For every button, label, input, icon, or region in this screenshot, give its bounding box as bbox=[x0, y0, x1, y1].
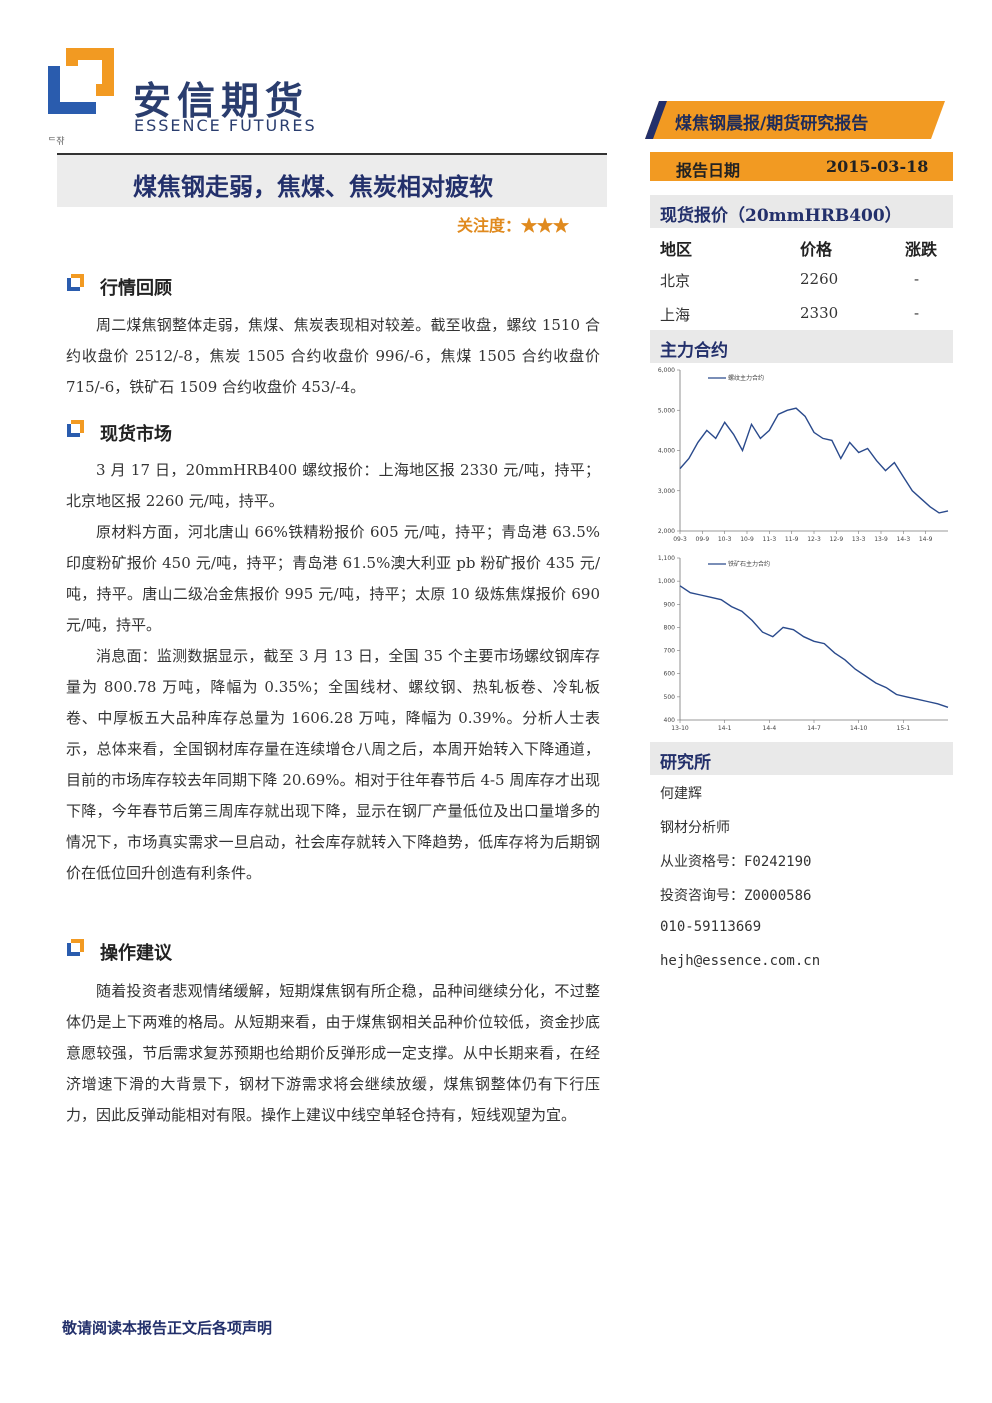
email-link[interactable]: hejh@essence.com.cn bbox=[660, 953, 821, 969]
paragraph: 3 月 17 日，20mmHRB400 螺纹报价：上海地区报 2330 元/吨，… bbox=[66, 461, 600, 510]
x-tick-label: 13-9 bbox=[874, 536, 888, 543]
header-mark: ᄃ쟊 bbox=[48, 137, 65, 147]
table-header-region: 地区 bbox=[660, 240, 693, 259]
y-tick-label: 1,100 bbox=[658, 555, 675, 562]
legend-label: 螺纹主力合约 bbox=[728, 374, 764, 382]
logo-english-name: ESSENCE FUTURES bbox=[134, 116, 317, 135]
x-tick-label: 12-3 bbox=[807, 536, 821, 543]
spot-price-heading-text: 现货报价（20mmHRB400） bbox=[660, 206, 902, 226]
attention-rating: 关注度：★★★ bbox=[457, 212, 569, 236]
section-bullet-icon bbox=[67, 274, 84, 291]
x-tick-label: 10-3 bbox=[718, 536, 732, 543]
logo-chinese-name: 安信期货 bbox=[133, 79, 310, 123]
logo-mark bbox=[48, 48, 114, 114]
table-cell-region: 北京 bbox=[660, 272, 691, 290]
table-cell-price: 2260 bbox=[800, 270, 839, 288]
paragraph: 随着投资者悲观情绪缓解，短期煤焦钢有所企稳，品种间继续分化，不过整体仍是上下两难… bbox=[66, 982, 600, 1124]
legend-label: 铁矿石主力合约 bbox=[728, 560, 770, 568]
y-tick-label: 900 bbox=[664, 601, 676, 608]
section-heading-review: 行情回顾 bbox=[100, 278, 172, 299]
section-heading-spot: 现货市场 bbox=[100, 424, 172, 445]
x-tick-label: 14-7 bbox=[807, 725, 821, 732]
x-tick-label: 14-4 bbox=[763, 725, 777, 732]
section-heading-advice: 操作建议 bbox=[100, 943, 172, 964]
title-box: 煤焦钢走弱，焦煤、焦炭相对疲软 bbox=[57, 153, 607, 207]
x-tick-label: 13-10 bbox=[671, 725, 689, 732]
phone-number: 010-59113669 bbox=[660, 919, 762, 935]
main-contract-heading: 主力合约 bbox=[650, 330, 953, 363]
report-date-bar: 报告日期 2015-03-18 bbox=[650, 152, 953, 181]
y-tick-label: 800 bbox=[664, 624, 676, 631]
attention-label: 关注度： bbox=[457, 216, 522, 235]
x-tick-label: 11-3 bbox=[763, 536, 777, 543]
y-tick-label: 2,000 bbox=[658, 528, 675, 535]
table-cell-change: - bbox=[914, 270, 920, 288]
iron-ore-chart: 400 500 600 700 800 900 1,000 1,100 13-10 14-1 14-… bbox=[658, 555, 949, 732]
table-header-change: 涨跌 bbox=[905, 240, 938, 259]
table-cell-region: 上海 bbox=[660, 306, 691, 324]
attention-stars: ★★★ bbox=[521, 216, 570, 235]
y-tick-label: 5,000 bbox=[658, 407, 675, 414]
y-tick-label: 3,000 bbox=[658, 488, 675, 495]
section-body-advice: 随着投资者悲观情绪缓解，短期煤焦钢有所企稳，品种间继续分化，不过整体仍是上下两难… bbox=[66, 976, 600, 1131]
report-type-banner: 煤焦钢晨报/期货研究报告 bbox=[645, 101, 945, 139]
x-tick-label: 10-9 bbox=[740, 536, 754, 543]
x-tick-label: 14-1 bbox=[718, 725, 732, 732]
y-tick-label: 1,000 bbox=[658, 578, 675, 585]
spot-price-heading: 现货报价（20mmHRB400） bbox=[650, 195, 953, 228]
consulting-number: 投资咨询号：Z0000586 bbox=[660, 888, 812, 904]
section-body-review: 周二煤焦钢整体走弱，焦煤、焦炭表现相对较差。截至收盘，螺纹 1510 合约收盘价… bbox=[66, 310, 600, 403]
main-contract-heading-text: 主力合约 bbox=[660, 341, 728, 361]
series-line bbox=[679, 585, 949, 708]
y-tick-label: 600 bbox=[664, 671, 676, 678]
report-date-label: 报告日期 bbox=[676, 161, 741, 180]
y-tick-label: 4,000 bbox=[658, 448, 675, 455]
paragraph: 周二煤焦钢整体走弱，焦煤、焦炭表现相对较差。截至收盘，螺纹 1510 合约收盘价… bbox=[66, 316, 600, 396]
x-tick-label: 11-9 bbox=[785, 536, 799, 543]
qualification-number: 从业资格号：F0242190 bbox=[660, 854, 812, 870]
table-cell-change: - bbox=[914, 304, 920, 322]
x-tick-label: 09-9 bbox=[696, 536, 710, 543]
rebar-chart: 2,000 3,000 4,000 5,000 6,000 09-3 09-9 10-3 10-… bbox=[658, 367, 949, 543]
banner-text: 煤焦钢晨报/期货研究报告 bbox=[675, 114, 869, 134]
research-heading: 研究所 bbox=[650, 742, 953, 775]
table-cell-price: 2330 bbox=[800, 304, 839, 322]
x-tick-label: 14-10 bbox=[850, 725, 868, 732]
series-line bbox=[679, 407, 949, 514]
paragraph: 原材料方面，河北唐山 66%铁精粉报价 605 元/吨，持平；青岛港 63.5%… bbox=[66, 523, 600, 634]
section-body-spot: 3 月 17 日，20mmHRB400 螺纹报价：上海地区报 2330 元/吨，… bbox=[66, 455, 600, 889]
disclaimer-notice: 敬请阅读本报告正文后各项声明 bbox=[62, 1319, 273, 1337]
banner-shape bbox=[645, 101, 945, 139]
y-tick-label: 400 bbox=[664, 717, 676, 724]
x-tick-label: 09-3 bbox=[673, 536, 687, 543]
section-bullet-icon bbox=[67, 939, 84, 956]
analyst-title: 钢材分析师 bbox=[660, 820, 730, 836]
research-heading-text: 研究所 bbox=[660, 753, 711, 773]
x-tick-label: 15-1 bbox=[897, 725, 911, 732]
section-bullet-icon bbox=[67, 420, 84, 437]
paragraph: 消息面：监测数据显示，截至 3 月 13 日，全国 35 个主要市场螺纹钢库存量… bbox=[66, 647, 600, 882]
y-tick-label: 700 bbox=[664, 648, 676, 655]
x-tick-label: 12-9 bbox=[830, 536, 844, 543]
x-tick-label: 13-3 bbox=[852, 536, 866, 543]
report-date-value: 2015-03-18 bbox=[826, 157, 929, 176]
y-tick-label: 6,000 bbox=[658, 367, 675, 374]
analyst-name: 何建辉 bbox=[660, 786, 702, 802]
page-title: 煤焦钢走弱，焦煤、焦炭相对疲软 bbox=[133, 172, 493, 201]
x-tick-label: 14-3 bbox=[897, 536, 911, 543]
table-header-price: 价格 bbox=[800, 240, 833, 259]
x-tick-label: 14-9 bbox=[919, 536, 933, 543]
y-tick-label: 500 bbox=[664, 694, 676, 701]
